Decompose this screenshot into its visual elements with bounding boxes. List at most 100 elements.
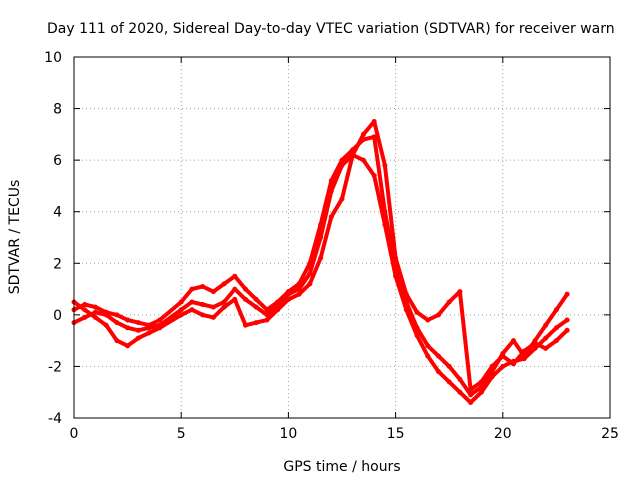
data-point <box>243 322 248 328</box>
x-tick-label: 20 <box>494 426 512 442</box>
y-tick-label: -4 <box>48 411 62 427</box>
data-point <box>125 343 131 349</box>
data-point <box>425 353 431 359</box>
y-tick-label: 4 <box>53 205 62 221</box>
data-point <box>210 304 216 310</box>
x-tick-label: 25 <box>601 426 619 442</box>
data-point <box>189 286 195 292</box>
data-point <box>210 289 216 295</box>
data-point <box>511 361 516 367</box>
data-point <box>543 335 549 341</box>
data-point <box>92 304 98 310</box>
data-point <box>553 325 559 331</box>
data-point <box>393 273 399 279</box>
data-point <box>253 304 259 310</box>
y-axis-label: SDTVAR / TECUs <box>7 180 23 295</box>
data-point <box>243 296 248 302</box>
data-point <box>532 340 538 346</box>
data-point <box>82 307 88 313</box>
data-point <box>82 314 88 320</box>
axis-ticks: 0 5 10 15 20 25 -4 -2 0 2 4 6 8 10 <box>44 50 619 442</box>
data-point <box>200 302 206 307</box>
data-point <box>253 320 259 326</box>
data-point <box>307 271 313 277</box>
data-point <box>500 363 506 369</box>
data-point <box>318 255 324 261</box>
data-point <box>135 335 141 341</box>
x-tick-label: 15 <box>387 426 405 442</box>
data-point <box>521 356 527 362</box>
data-point <box>468 400 474 405</box>
data-point <box>157 325 163 331</box>
data-point <box>382 162 388 168</box>
data-point <box>371 119 377 124</box>
data-point <box>232 273 238 279</box>
data-point <box>328 214 334 220</box>
data-point <box>146 330 152 336</box>
data-point <box>521 348 527 354</box>
data-point <box>328 188 334 194</box>
data-point <box>543 345 549 351</box>
data-point <box>403 307 409 313</box>
data-point <box>178 299 184 305</box>
y-tick-label: 2 <box>53 256 62 272</box>
data-point <box>296 291 302 297</box>
data-point <box>382 222 388 228</box>
data-point <box>360 157 366 163</box>
data-point <box>125 325 131 331</box>
data-point <box>82 302 88 307</box>
data-point <box>403 291 409 297</box>
data-point <box>350 152 356 158</box>
data-point <box>146 325 152 331</box>
data-point <box>253 296 259 302</box>
data-point <box>457 376 463 382</box>
data-point <box>360 131 366 137</box>
grid <box>74 57 610 418</box>
data-point <box>328 178 334 184</box>
x-axis-label: GPS time / hours <box>283 459 400 475</box>
data-point <box>339 162 345 168</box>
data-point <box>457 389 463 395</box>
data-point <box>243 286 248 292</box>
data-point <box>114 338 120 344</box>
data-point <box>285 296 291 302</box>
data-point <box>436 369 441 375</box>
data-point <box>478 389 484 395</box>
data-point <box>135 320 141 326</box>
data-point <box>425 343 431 349</box>
data-point <box>189 299 195 305</box>
data-point <box>318 235 324 240</box>
chart-title: Day 111 of 2020, Sidereal Day-to-day VTE… <box>47 21 615 37</box>
data-point <box>489 363 495 369</box>
data-point <box>436 312 441 318</box>
data-point <box>371 173 377 179</box>
data-point <box>446 363 452 369</box>
data-point <box>232 296 238 302</box>
data-point <box>564 327 570 333</box>
data-point <box>500 353 506 359</box>
data-point <box>339 196 345 202</box>
data-point <box>478 379 484 385</box>
data-point <box>468 387 474 393</box>
data-point <box>436 353 441 359</box>
data-point <box>532 345 538 351</box>
plot-frame <box>73 56 611 419</box>
data-point <box>178 312 184 318</box>
data-point <box>564 291 570 297</box>
data-point <box>157 317 163 323</box>
data-point <box>125 317 131 323</box>
data-point <box>210 314 216 320</box>
y-tick-label: 6 <box>53 153 62 169</box>
data-point <box>232 286 238 292</box>
data-point <box>200 312 206 318</box>
data-point <box>446 379 452 385</box>
data-point <box>553 307 559 313</box>
data-point <box>511 338 516 344</box>
data-point <box>114 320 120 326</box>
y-tick-label: -2 <box>48 359 62 375</box>
y-tick-label: 0 <box>53 308 62 324</box>
data-point <box>414 309 420 315</box>
data-point <box>285 291 291 297</box>
series-line-day-2 <box>72 153 570 405</box>
y-tick-label: 10 <box>44 50 62 66</box>
